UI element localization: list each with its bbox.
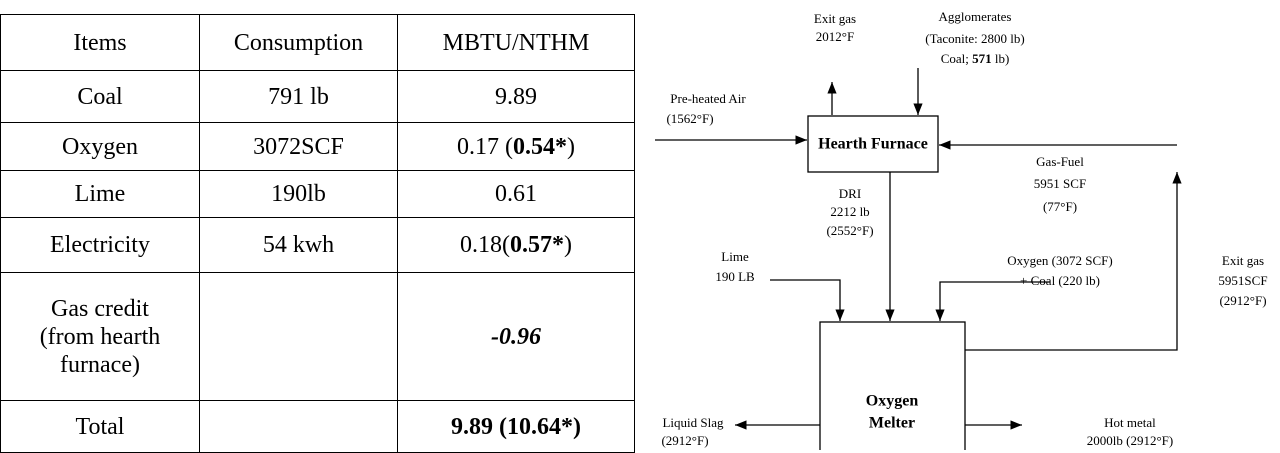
cell: 3072SCF [199, 122, 398, 171]
header-row: Items Consumption MBTU/NTHM [0, 14, 635, 71]
label: (1562°F) [666, 111, 713, 126]
label: Pre-heated Air [670, 91, 746, 106]
label: (77°F) [1043, 199, 1077, 214]
label: 190 LB [715, 269, 755, 284]
line: (from hearth [39, 323, 161, 350]
label: (2912°F) [1219, 293, 1266, 308]
label: 5951 SCF [1034, 176, 1086, 191]
label: (2552°F) [826, 223, 873, 238]
box-label: Hearth Furnace [818, 136, 928, 153]
label: Oxygen (3072 SCF) [1007, 253, 1112, 268]
run: 0.54* [513, 133, 567, 160]
cell: -0.96 [397, 272, 635, 401]
label: DRI [839, 186, 861, 201]
run: 0.18( [460, 232, 510, 258]
run: Coal; [941, 51, 972, 66]
run: lb) [992, 51, 1010, 66]
label: 2212 lb [830, 204, 869, 219]
label: Liquid Slag [662, 415, 724, 430]
label: 2012°F [816, 29, 854, 44]
label: Coal; 571 lb) [941, 51, 1010, 66]
run: 571 [972, 51, 992, 66]
arrow [965, 172, 1182, 351]
cell: Electricity [0, 217, 200, 273]
hearth-furnace-box [807, 115, 939, 173]
line: Gas credit [51, 295, 149, 322]
run: 0.61 [495, 181, 537, 207]
cell: 190lb [199, 170, 398, 218]
header-cell: Consumption [199, 14, 398, 71]
run: 0.57* [510, 232, 564, 258]
label: Lime [721, 249, 749, 264]
run: 0.17 ( [457, 133, 513, 160]
header-cell: Items [0, 14, 200, 71]
run: ) [567, 133, 575, 160]
cell [199, 272, 398, 401]
cell: 9.89 (10.64*) [397, 400, 635, 453]
label: 5951SCF [1218, 273, 1267, 288]
melter-box [819, 321, 966, 450]
energy-table: Items Consumption MBTU/NTHM Coal 791 lb … [0, 14, 635, 453]
cell: 9.89 [397, 70, 635, 123]
run: 9.89 (10.64*) [451, 413, 581, 440]
box-label: Oxygen [866, 393, 919, 410]
cell: 0.18(0.57*) [397, 217, 635, 273]
label: Agglomerates [939, 9, 1012, 24]
run: 9.89 [495, 83, 537, 110]
line: furnace) [60, 351, 140, 378]
label: Exit gas [814, 11, 856, 26]
cell: 54 kwh [199, 217, 398, 273]
run: -0.96 [491, 323, 541, 350]
row: Total 9.89 (10.64*) [0, 400, 635, 453]
label: Gas-Fuel [1036, 154, 1084, 169]
row: Electricity 54 kwh 0.18(0.57*) [0, 217, 635, 273]
box-label: Melter [869, 415, 915, 432]
row: Gas credit (from hearth furnace) -0.96 [0, 272, 635, 401]
cell: 0.61 [397, 170, 635, 218]
label: (Taconite: 2800 lb) [925, 31, 1024, 46]
label: Hot metal [1104, 415, 1156, 430]
label: 2000lb (2912°F) [1087, 433, 1173, 448]
cell [199, 400, 398, 453]
cell: Gas credit (from hearth furnace) [0, 272, 200, 401]
label: + Coal (220 lb) [1020, 273, 1100, 288]
header-cell: MBTU/NTHM [397, 14, 635, 71]
run: ) [564, 232, 572, 258]
arrow [770, 279, 845, 321]
arrow [935, 281, 1050, 321]
label: (2912°F) [661, 433, 708, 448]
label: Exit gas [1222, 253, 1264, 268]
